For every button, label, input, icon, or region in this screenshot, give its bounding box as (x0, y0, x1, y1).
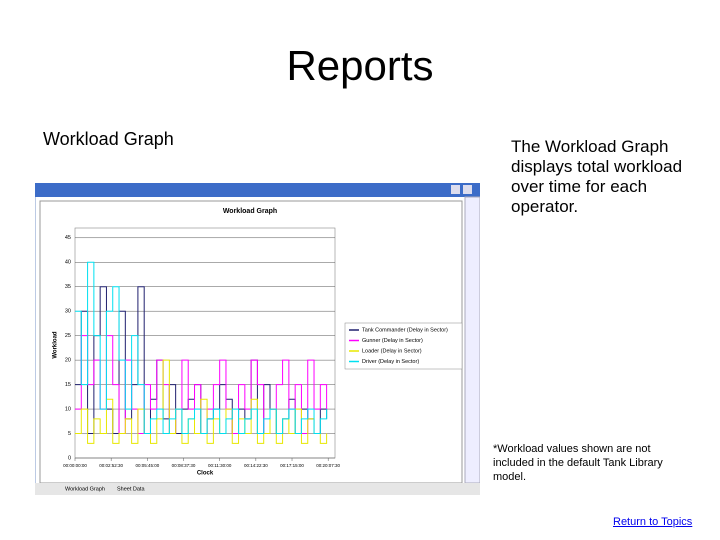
x-tick-label: 00:11:30:00 (208, 463, 232, 468)
screenshot: Workload Graph Clock Workload Workload G… (35, 183, 480, 495)
sheet-tab[interactable]: Workload Graph (65, 486, 105, 492)
y-tick-label: 45 (65, 235, 71, 241)
y-tick-label: 35 (65, 284, 71, 290)
sheet-tab[interactable]: Sheet Data (117, 486, 145, 492)
x-axis-label: Clock (197, 471, 214, 477)
window-button (451, 185, 460, 194)
description: The Workload Graph displays total worklo… (511, 137, 683, 216)
y-tick-label: 15 (65, 382, 71, 388)
chart-title: Workload Graph (223, 208, 277, 215)
y-axis-label: Workload (53, 331, 59, 359)
legend (344, 322, 463, 370)
y-tick-label: 25 (65, 333, 71, 339)
x-tick-label: 00:14:22:30 (244, 463, 268, 468)
slide-title: Reports (286, 42, 434, 89)
legend-label: Tank Commander (Delay in Sector) (362, 327, 448, 333)
tab-bar (35, 483, 480, 495)
y-tick-label: 10 (65, 407, 71, 413)
legend-label: Driver (Delay in Sector) (362, 359, 419, 365)
title-bar (35, 183, 480, 197)
y-tick-label: 20 (65, 358, 71, 364)
footnote: *Workload values shown are not included … (493, 443, 663, 483)
x-tick-label: 00:00:00:00 (63, 463, 87, 468)
legend-label: Gunner (Delay in Sector) (362, 338, 423, 344)
window-button (463, 185, 472, 194)
x-tick-label: 00:08:37:30 (172, 463, 196, 468)
x-tick-label: 00:20:07:30 (316, 463, 340, 468)
plot-area (74, 227, 336, 459)
x-tick-label: 00:05:45:00 (135, 463, 159, 468)
legend-label: Loader (Delay in Sector) (362, 348, 422, 354)
y-tick-label: 0 (68, 455, 71, 461)
left-heading: Workload Graph (43, 129, 174, 149)
return-link[interactable]: Return to Topics (613, 516, 693, 528)
x-tick-label: 00:02:52:30 (99, 463, 123, 468)
scrollbar (464, 196, 480, 484)
y-tick-label: 30 (65, 309, 71, 315)
series-line (75, 261, 328, 435)
y-tick-label: 5 (68, 431, 71, 437)
x-tick-label: 00:17:15:00 (280, 463, 304, 468)
y-tick-label: 40 (65, 260, 71, 266)
